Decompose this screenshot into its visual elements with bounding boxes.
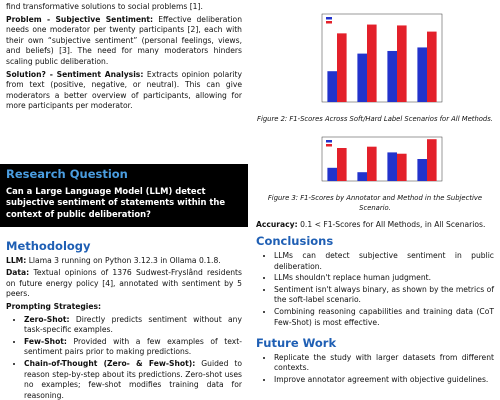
legend-swatch (326, 139, 332, 143)
label: Solution? - Sentiment Analysis: (6, 69, 144, 79)
legend-swatch (326, 143, 332, 147)
text: Provided with a few examples of text-sen… (24, 336, 242, 357)
list-item: Improve annotator agreement with objecti… (274, 375, 494, 386)
bar (417, 158, 427, 181)
bar (367, 146, 377, 181)
list-item: Sentiment isn't always binary, as shown … (274, 285, 494, 306)
label: Accuracy: (256, 219, 298, 229)
heading: Conclusions (256, 234, 334, 249)
list-item: LLMs shouldn't replace human judgment. (274, 273, 494, 284)
text: Extracts opinion polarity from text (pos… (6, 69, 242, 111)
label: Chain-of-Thought (Zero- & Few-Shot): (24, 358, 196, 368)
bar (417, 47, 427, 102)
legend-swatch (326, 17, 332, 20)
data: Data: Textual opinions of 1376 Sudwest-F… (6, 268, 242, 300)
bar (337, 33, 347, 102)
caption: Figure 3: F1-Scores by Annotator and Met… (267, 193, 483, 213)
legend-swatch (326, 21, 332, 24)
bar (427, 138, 437, 181)
list-item: Zero-Shot: Directly predicts sentiment w… (24, 315, 242, 336)
label: Zero-Shot: (24, 314, 70, 324)
bar (397, 25, 407, 102)
list-item: Replicate the study with larger datasets… (274, 353, 494, 374)
text: 0.1 < F1-Scores for All Methods, in All … (300, 219, 486, 229)
label: Data: (6, 268, 30, 278)
bar (327, 167, 337, 181)
text: Textual opinions of 1376 Sudwest-Fryslân… (6, 268, 242, 299)
bar (427, 31, 437, 103)
text: Llama 3 running on Python 3.12.3 in Olla… (28, 255, 221, 265)
heading: Methodology (6, 239, 91, 254)
list-item: LLMs can detect subjective sentiment in … (274, 251, 494, 272)
list: Zero-Shot: Directly predicts sentiment w… (6, 315, 242, 400)
bar (327, 71, 337, 102)
bar (357, 53, 367, 102)
list: Replicate the study with larger datasets… (256, 353, 494, 386)
text: Can a Large Language Model (LLM) detect … (6, 185, 226, 219)
left-column: find transformative solutions to social … (0, 2, 248, 400)
heading: Future Work (256, 336, 337, 351)
list: LLMs can detect subjective sentiment in … (256, 251, 494, 328)
label: Few-Shot: (24, 336, 67, 346)
bar (357, 171, 367, 181)
label: LLM: (6, 255, 27, 265)
label: Problem - Subjective Sentiment: (6, 14, 154, 24)
bar (367, 24, 377, 103)
bar (397, 153, 407, 181)
right-column: Figure 2: F1-Scores Across Soft/Hard Lab… (256, 4, 494, 387)
figure (321, 136, 443, 181)
bar (337, 147, 347, 181)
bar (387, 151, 397, 181)
text: Prompting Strategies: (6, 302, 102, 311)
list-item: Few-Shot: Provided with a few examples o… (24, 337, 242, 358)
llm: LLM: Llama 3 running on Python 3.12.3 in… (6, 256, 242, 267)
accuracy: Accuracy: 0.1 < F1-Scores for All Method… (256, 220, 494, 231)
intro-tail: find transformative solutions to social … (6, 2, 203, 11)
research-question: Research Question Can a Large Language M… (0, 163, 248, 228)
heading: Research Question (6, 166, 128, 181)
text: Guided to reason step-by-step about its … (24, 358, 242, 400)
subheading: Prompting Strategies: (6, 302, 242, 313)
bar (387, 50, 397, 102)
figure (321, 13, 443, 103)
list-item: Combining reasoning capabilities and tra… (274, 307, 494, 328)
list-item: Chain-of-Thought (Zero- & Few-Shot): Gui… (24, 359, 242, 400)
problem: Problem - Subjective Sentiment: Effectiv… (6, 15, 242, 68)
text: Directly predicts sentiment without any … (24, 314, 242, 335)
text: Effective deliberation needs one moderat… (6, 14, 243, 66)
caption: Figure 2: F1-Scores Across Soft/Hard Lab… (257, 115, 493, 123)
solution: Solution? - Sentiment Analysis: Extracts… (6, 70, 242, 112)
